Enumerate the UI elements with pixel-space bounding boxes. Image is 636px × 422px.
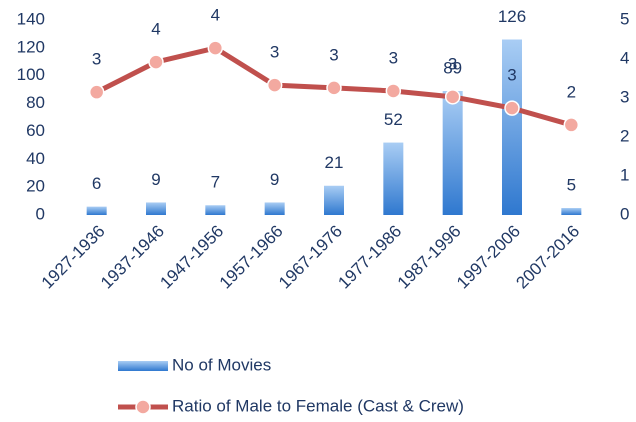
line-value-label: 3 (270, 43, 279, 62)
y2-tick-label: 4 (620, 48, 629, 67)
bar-value-label: 9 (151, 170, 160, 189)
line-value-label: 3 (448, 54, 457, 73)
bar (324, 185, 344, 215)
line-marker (207, 40, 224, 56)
line-value-label: 4 (211, 6, 220, 25)
x-tick-label: 1927-1936 (38, 222, 109, 293)
y-tick-label: 20 (26, 177, 45, 196)
legend-label: No of Movies (172, 355, 271, 374)
bar (383, 142, 404, 215)
bar (86, 206, 107, 215)
bar-value-label: 52 (384, 110, 403, 129)
bar (561, 208, 582, 215)
line-marker (148, 54, 164, 70)
line-value-label: 3 (507, 66, 516, 85)
line-marker (266, 77, 283, 93)
line-value-label: 3 (329, 45, 338, 64)
line-value-label: 2 (567, 82, 576, 101)
y2-tick-label: 2 (620, 126, 629, 145)
bar-value-label: 7 (211, 173, 220, 192)
y-tick-label: 0 (36, 204, 45, 223)
line-value-label: 3 (389, 48, 398, 67)
line-marker (385, 83, 402, 99)
bar-value-label: 5 (567, 176, 576, 195)
bar (146, 202, 166, 215)
x-tick-label: 1967-1976 (275, 222, 346, 293)
y-tick-label: 40 (26, 149, 45, 168)
x-tick-label: 1987-1996 (394, 222, 465, 293)
line-marker (563, 117, 580, 133)
bar (502, 39, 522, 215)
legend-label: Ratio of Male to Female (Cast & Crew) (172, 396, 464, 415)
y2-tick-label: 0 (620, 204, 629, 223)
line-marker (326, 80, 342, 96)
line-value-label: 3 (92, 50, 101, 69)
y-tick-label: 100 (17, 65, 45, 84)
bar (442, 91, 463, 215)
y-tick-label: 140 (17, 9, 45, 28)
line-marker (88, 84, 105, 100)
x-tick-label: 2007-2016 (512, 222, 583, 293)
x-tick-label: 1947-1956 (156, 222, 227, 293)
line-marker (444, 89, 461, 105)
bar-value-label: 126 (498, 7, 526, 26)
bar (264, 202, 285, 215)
y-tick-label: 120 (17, 37, 45, 56)
legend-swatch (118, 361, 168, 371)
bar-value-label: 6 (92, 174, 101, 193)
bar (205, 205, 226, 215)
line-marker (504, 100, 520, 116)
line-value-label: 4 (151, 20, 160, 39)
x-tick-label: 1937-1946 (97, 222, 168, 293)
legend-marker (135, 399, 151, 415)
y2-tick-label: 1 (620, 165, 629, 184)
bar-value-label: 9 (270, 170, 279, 189)
bar-value-label: 89 (443, 59, 462, 78)
x-tick-label: 1977-1986 (334, 222, 405, 293)
bar-value-label: 21 (325, 153, 344, 172)
y2-tick-label: 3 (620, 87, 629, 106)
y-tick-label: 60 (26, 121, 45, 140)
y-tick-label: 80 (26, 93, 45, 112)
y2-tick-label: 5 (620, 9, 629, 28)
x-tick-label: 1957-1966 (216, 222, 287, 293)
x-tick-label: 1997-2006 (453, 222, 524, 293)
